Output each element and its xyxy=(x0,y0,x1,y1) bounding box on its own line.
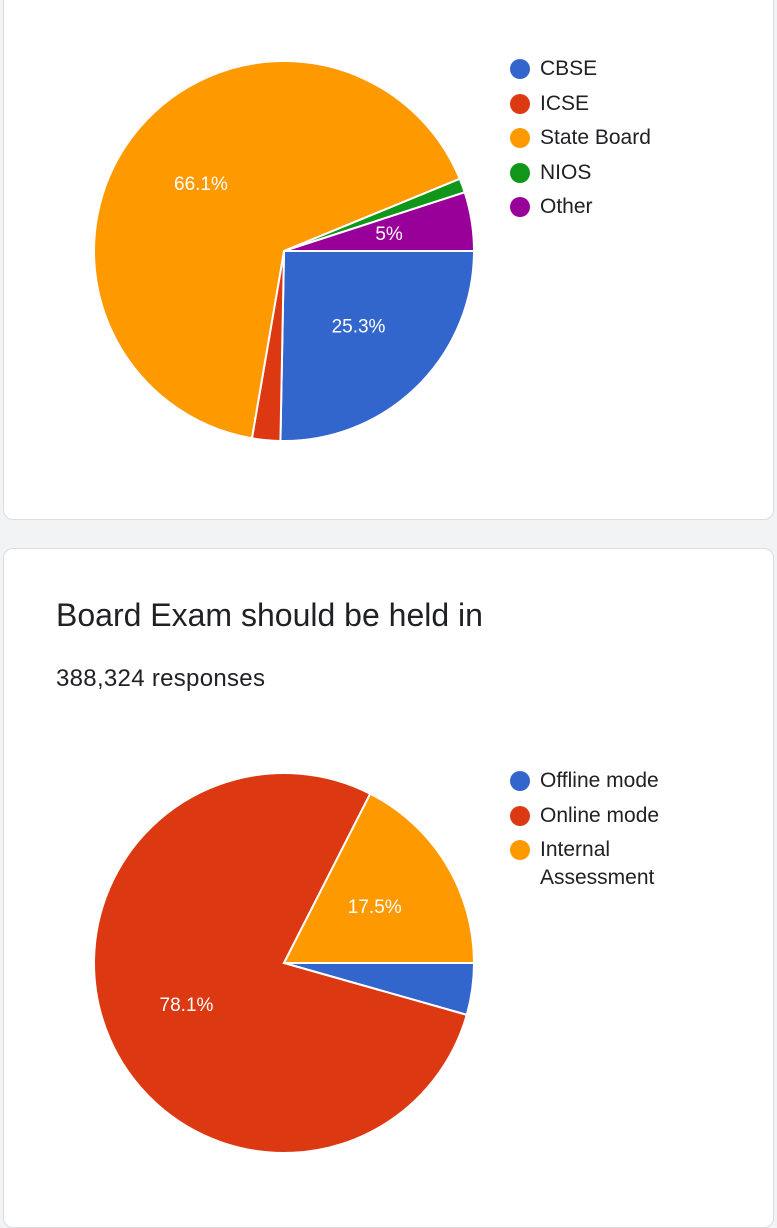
legend-label: NIOS xyxy=(540,160,592,184)
legend-label: Other xyxy=(540,195,593,218)
pie-slice-cbse xyxy=(279,250,476,442)
legend-label: ICSE xyxy=(540,91,590,115)
legend-item-icse: ICSE xyxy=(510,90,690,118)
legend-swatch xyxy=(510,805,530,826)
slice-label-internal-assessment: 17.5% xyxy=(348,897,402,918)
legend-item-other: Other xyxy=(510,193,690,221)
pie-slice-other xyxy=(283,191,476,252)
legend-item-offline-mode: Offline mode xyxy=(510,767,690,795)
legend-swatch xyxy=(510,197,530,217)
chart-card-exam-mode: Board Exam should be held in 388,324 res… xyxy=(3,548,774,1228)
legend-swatch xyxy=(510,840,530,860)
legend-item-state-board: State Board xyxy=(510,124,690,152)
legend-swatch xyxy=(510,162,530,183)
slice-label-state-board: 66.1% xyxy=(174,174,228,195)
response-count: 388,324 responses xyxy=(56,665,266,692)
legend-item-cbse: CBSE xyxy=(510,55,690,83)
legend-label: Offline mode xyxy=(540,769,659,792)
legend-swatch xyxy=(510,93,530,114)
legend-swatch xyxy=(510,771,530,791)
legend-item-internal-assessment: Internal Assessment xyxy=(510,836,690,892)
pie-chart-board: 25.3% 66.1% 5% xyxy=(93,60,476,442)
legend-board: CBSE ICSE State Board NIOS Other xyxy=(510,55,690,228)
pie-slice-internal-assessment xyxy=(282,792,476,964)
slice-label-other: 5% xyxy=(375,224,403,245)
legend-label: State Board xyxy=(540,126,651,149)
legend-swatch xyxy=(510,59,530,79)
slice-label-online-mode: 78.1% xyxy=(160,995,214,1016)
legend-swatch xyxy=(510,128,530,148)
pie-chart-exam-mode: 78.1% 17.5% xyxy=(93,772,476,1154)
legend-item-online-mode: Online mode xyxy=(510,802,690,830)
slice-label-cbse: 25.3% xyxy=(332,316,386,337)
pie-slice-online-mode xyxy=(93,772,469,1154)
pie-slice-state-board xyxy=(93,60,462,440)
legend-label: Online mode xyxy=(540,803,660,827)
legend-exam-mode: Offline mode Online mode Internal Assessme… xyxy=(510,767,690,899)
chart-card-board: 25.3% 66.1% 5% CBSE ICSE State Board NIOS Othe… xyxy=(3,0,774,520)
legend-label: Internal Assessment xyxy=(540,838,655,889)
legend-item-nios: NIOS xyxy=(510,159,690,187)
chart-title: Board Exam should be held in xyxy=(56,597,483,633)
legend-label: CBSE xyxy=(540,57,598,80)
